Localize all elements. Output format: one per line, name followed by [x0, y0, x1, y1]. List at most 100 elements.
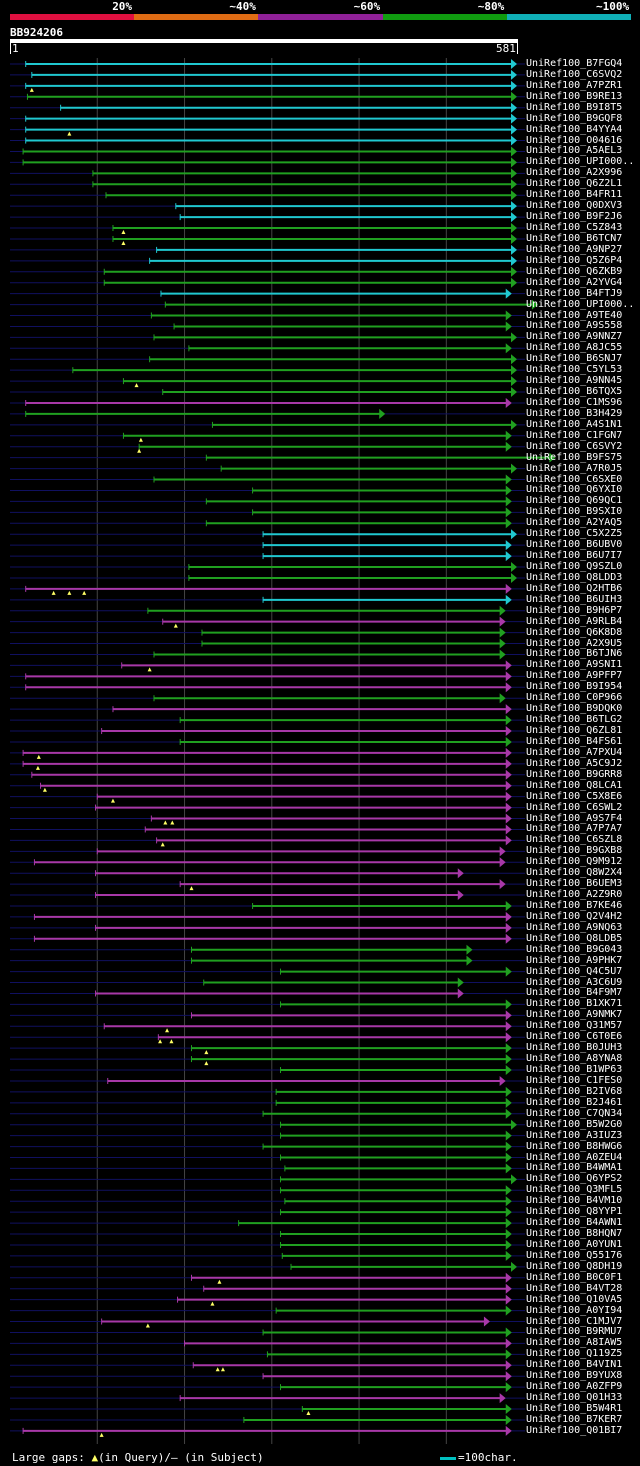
hit-label[interactable]: UniRef100_B6TCN7 [526, 232, 623, 244]
hit-label[interactable]: UniRef100_B9GXB8 [526, 845, 623, 857]
hit-label[interactable]: UniRef100_B9I954 [526, 681, 623, 693]
hit-label[interactable]: UniRef100_A9NP27 [526, 243, 623, 255]
hit-label[interactable]: UniRef100_B4VT28 [526, 1282, 623, 1294]
hit-label[interactable]: UniRef100_C1FGN7 [526, 429, 623, 441]
hit-label[interactable]: UniRef100_A2X996 [526, 167, 623, 179]
hit-label[interactable]: UniRef100_B9FS75 [526, 451, 623, 463]
hit-label[interactable]: UniRef100_B6UIH3 [526, 593, 623, 605]
hit-label[interactable]: UniRef100_UPI000.. [526, 156, 635, 168]
hit-label[interactable]: UniRef100_A9S7F4 [526, 812, 623, 824]
hit-label[interactable]: UniRef100_B7KER7 [526, 1413, 623, 1425]
hit-label[interactable]: UniRef100_B9YUX8 [526, 1370, 623, 1382]
hit-label[interactable]: UniRef100_A7PZR1 [526, 79, 623, 91]
hit-label[interactable]: UniRef100_A5C9J2 [526, 757, 623, 769]
hit-label[interactable]: UniRef100_B4VIN1 [526, 1359, 623, 1371]
hit-label[interactable]: UniRef100_B9RE13 [526, 90, 623, 102]
hit-label[interactable]: UniRef100_B9G043 [526, 943, 623, 955]
hit-label[interactable]: UniRef100_A7P7A7 [526, 823, 623, 835]
hit-label[interactable]: UniRef100_A9SNI1 [526, 659, 623, 671]
hit-label[interactable]: UniRef100_Q6K8D8 [526, 626, 623, 638]
hit-label[interactable]: UniRef100_B1WP63 [526, 1064, 623, 1076]
hit-label[interactable]: UniRef100_B4VM10 [526, 1195, 623, 1207]
hit-label[interactable]: UniRef100_A3IUZ3 [526, 1129, 623, 1141]
hit-label[interactable]: UniRef100_B4F9M7 [526, 987, 623, 999]
hit-label[interactable]: UniRef100_C6SWL2 [526, 801, 623, 813]
hit-label[interactable]: UniRef100_A7PXU4 [526, 746, 623, 758]
hit-label[interactable]: UniRef100_A9NMK7 [526, 1009, 623, 1021]
hit-label[interactable]: UniRef100_C5X2Z5 [526, 528, 623, 540]
hit-label[interactable]: UniRef100_C6T0E6 [526, 1031, 623, 1043]
hit-label[interactable]: UniRef100_A8YNA8 [526, 1053, 623, 1065]
hit-label[interactable]: UniRef100_A2X9U5 [526, 637, 623, 649]
hit-label[interactable]: UniRef100_Q8W2X4 [526, 867, 623, 879]
hit-label[interactable]: UniRef100_Q01BI7 [526, 1424, 623, 1436]
hit-label[interactable]: UniRef100_Q31M57 [526, 1020, 623, 1032]
hit-label[interactable]: UniRef100_Q3MFL5 [526, 1184, 623, 1196]
hit-label[interactable]: UniRef100_A9TE40 [526, 309, 623, 321]
hit-label[interactable]: UniRef100_B6TJN6 [526, 648, 623, 660]
hit-label[interactable]: UniRef100_B8HWG6 [526, 1140, 623, 1152]
hit-label[interactable]: UniRef100_B6SNJ7 [526, 353, 623, 365]
hit-label[interactable]: UniRef100_B9H6P7 [526, 604, 623, 616]
hit-label[interactable]: UniRef100_B4WMA1 [526, 1162, 623, 1174]
hit-label[interactable]: UniRef100_C0P966 [526, 692, 623, 704]
hit-label[interactable]: UniRef100_C6SXE0 [526, 473, 623, 485]
hit-label[interactable]: UniRef100_Q0DXV3 [526, 200, 623, 212]
hit-label[interactable]: UniRef100_B7KE46 [526, 899, 623, 911]
hit-label[interactable]: UniRef100_A3C6U9 [526, 976, 623, 988]
hit-label[interactable]: UniRef100_B0JUH3 [526, 1042, 623, 1054]
hit-label[interactable]: UniRef100_UPI000.. [526, 298, 635, 310]
hit-label[interactable]: UniRef100_B6UEM3 [526, 878, 623, 890]
hit-label[interactable]: UniRef100_C1MS96 [526, 396, 623, 408]
hit-label[interactable]: UniRef100_A2YVG4 [526, 276, 623, 288]
hit-label[interactable]: UniRef100_C1FES0 [526, 1074, 623, 1086]
hit-label[interactable]: UniRef100_B4FR11 [526, 189, 623, 201]
hit-label[interactable]: UniRef100_A9RLB4 [526, 615, 623, 627]
hit-label[interactable]: UniRef100_B4FTJ9 [526, 287, 623, 299]
hit-label[interactable]: UniRef100_A8IAW5 [526, 1337, 623, 1349]
hit-label[interactable]: UniRef100_Q8DH19 [526, 1260, 623, 1272]
hit-label[interactable]: UniRef100_B2IV68 [526, 1085, 623, 1097]
hit-label[interactable]: UniRef100_A9PHK7 [526, 954, 623, 966]
hit-label[interactable]: UniRef100_A0ZFP9 [526, 1381, 623, 1393]
hit-label[interactable]: UniRef100_O04616 [526, 134, 623, 146]
hit-label[interactable]: UniRef100_A8JC55 [526, 342, 623, 354]
hit-label[interactable]: UniRef100_Q8LCA1 [526, 779, 623, 791]
hit-label[interactable]: UniRef100_Q6YPS2 [526, 1173, 623, 1185]
hit-label[interactable]: UniRef100_B6TQX5 [526, 386, 623, 398]
hit-label[interactable]: UniRef100_Q69QC1 [526, 495, 623, 507]
hit-label[interactable]: UniRef100_B6TLG2 [526, 714, 623, 726]
hit-label[interactable]: UniRef100_A9NNZ7 [526, 331, 623, 343]
hit-label[interactable]: UniRef100_B9SXI0 [526, 506, 623, 518]
hit-label[interactable]: UniRef100_B5W4R1 [526, 1403, 623, 1414]
hit-label[interactable]: UniRef100_C5X8E6 [526, 790, 623, 802]
hit-label[interactable]: UniRef100_Q6Z2L1 [526, 178, 623, 190]
hit-label[interactable]: UniRef100_Q2V4H2 [526, 910, 623, 922]
hit-label[interactable]: UniRef100_B4AWN1 [526, 1217, 623, 1229]
hit-label[interactable]: UniRef100_A5AEL3 [526, 145, 623, 157]
hit-label[interactable]: UniRef100_Q5Z6P4 [526, 254, 623, 266]
hit-label[interactable]: UniRef100_A9NN45 [526, 375, 623, 387]
hit-label[interactable]: UniRef100_B3H429 [526, 407, 623, 419]
hit-label[interactable]: UniRef100_B9DQK0 [526, 703, 623, 715]
hit-label[interactable]: UniRef100_C7QN34 [526, 1107, 623, 1119]
hit-label[interactable]: UniRef100_B1XK71 [526, 998, 623, 1010]
hit-label[interactable]: UniRef100_A7R0J5 [526, 462, 623, 474]
hit-label[interactable]: UniRef100_Q8LDD3 [526, 571, 623, 583]
hit-label[interactable]: UniRef100_B4YYA4 [526, 123, 623, 135]
hit-label[interactable]: UniRef100_A9S558 [526, 320, 623, 332]
hit-label[interactable]: UniRef100_A9NQ63 [526, 921, 623, 933]
hit-label[interactable]: UniRef100_A2Z9R0 [526, 889, 623, 901]
hit-label[interactable]: UniRef100_Q4C5U7 [526, 965, 623, 977]
hit-label[interactable]: UniRef100_Q2HTB6 [526, 582, 623, 594]
hit-label[interactable]: UniRef100_B5W2G0 [526, 1118, 623, 1130]
hit-label[interactable]: UniRef100_Q9M912 [526, 856, 623, 868]
hit-label[interactable]: UniRef100_B6U7I7 [526, 550, 623, 562]
hit-label[interactable]: UniRef100_Q9SZL0 [526, 561, 623, 572]
hit-label[interactable]: UniRef100_C6SVQ2 [526, 68, 623, 80]
hit-label[interactable]: UniRef100_A0YI94 [526, 1304, 623, 1316]
hit-label[interactable]: UniRef100_Q10VA5 [526, 1293, 623, 1305]
hit-label[interactable]: UniRef100_B6UBV0 [526, 539, 623, 551]
hit-label[interactable]: UniRef100_B0C0F1 [526, 1271, 623, 1283]
hit-label[interactable]: UniRef100_Q6ZL81 [526, 725, 623, 737]
